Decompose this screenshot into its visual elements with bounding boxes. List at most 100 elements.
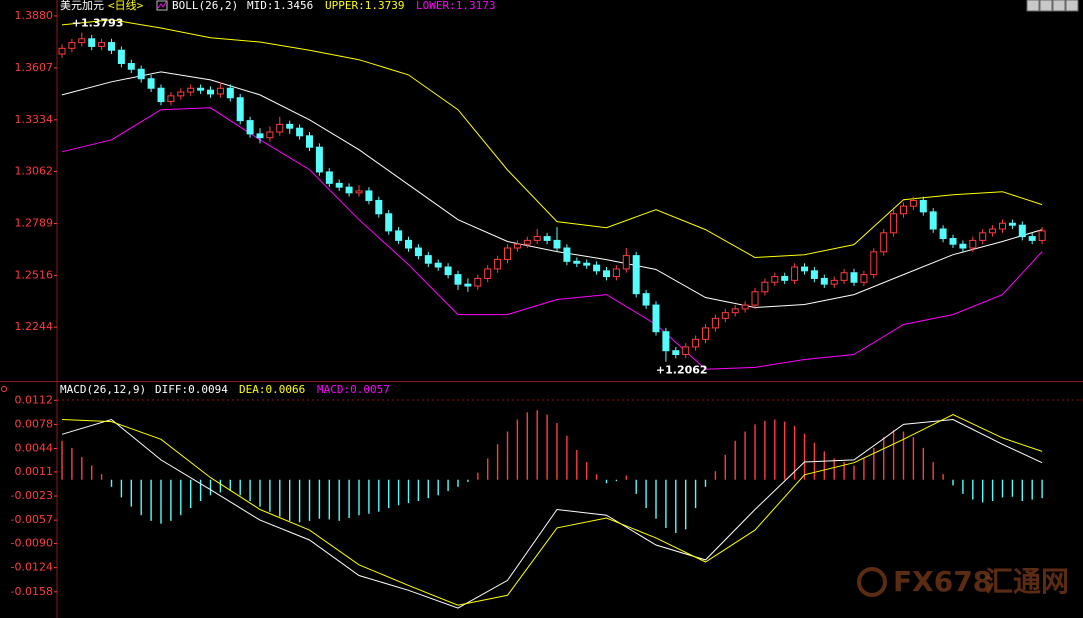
candle-body bbox=[771, 276, 779, 283]
candle-body bbox=[900, 205, 907, 215]
legend-entry: DEA:0.0066 bbox=[239, 383, 305, 396]
candle-body bbox=[266, 131, 274, 139]
candle-body bbox=[1008, 222, 1016, 226]
indicator-title: MACD(26,12,9) bbox=[60, 383, 146, 396]
candle-body bbox=[216, 87, 224, 95]
candle-body bbox=[711, 317, 719, 329]
candle-body bbox=[702, 327, 709, 340]
candle-body bbox=[365, 190, 373, 201]
candle-body bbox=[741, 304, 749, 310]
candle-body bbox=[662, 331, 670, 352]
candle-body bbox=[830, 279, 838, 285]
candle-body bbox=[78, 38, 86, 44]
candle-body bbox=[68, 42, 76, 49]
window-button[interactable] bbox=[1039, 0, 1053, 12]
candle-body bbox=[860, 274, 868, 283]
candle-body bbox=[494, 258, 502, 270]
candle-body bbox=[474, 277, 482, 287]
candle-body bbox=[603, 270, 610, 278]
candle-body bbox=[58, 47, 66, 55]
candle-body bbox=[108, 42, 115, 51]
y-tick-label: 1.3880 bbox=[15, 9, 54, 22]
candle-body bbox=[513, 243, 521, 249]
candle-body bbox=[424, 255, 432, 264]
candle-body bbox=[464, 283, 472, 287]
y-tick-label: -0.0124 bbox=[11, 561, 53, 574]
candle-body bbox=[731, 308, 739, 314]
candle-body bbox=[880, 232, 888, 253]
watermark: FX678 汇通网 bbox=[857, 565, 1069, 598]
y-tick-label: 1.2789 bbox=[15, 216, 54, 229]
candle-body bbox=[484, 268, 492, 279]
candle-body bbox=[919, 199, 927, 213]
candle-body bbox=[395, 230, 403, 241]
candle-body bbox=[949, 237, 957, 245]
candle-body bbox=[454, 274, 462, 285]
candle-body bbox=[88, 38, 96, 47]
candle-body bbox=[405, 239, 412, 249]
candle-body bbox=[1028, 236, 1036, 241]
candle-body bbox=[909, 199, 917, 207]
period: <日线> bbox=[108, 0, 144, 12]
series-line bbox=[61, 413, 1043, 606]
indicator-title: BOLL(26,2) bbox=[172, 0, 238, 12]
legend-entry: UPPER:1.3739 bbox=[325, 0, 404, 12]
candle-body bbox=[989, 228, 997, 234]
candle-body bbox=[345, 186, 353, 194]
y-tick-label: 1.3062 bbox=[15, 165, 54, 178]
candle-body bbox=[296, 127, 304, 137]
candle-body bbox=[642, 293, 650, 306]
y-tick-label: 1.2516 bbox=[15, 268, 54, 281]
window-button[interactable] bbox=[1052, 0, 1066, 12]
series-line bbox=[61, 418, 1043, 609]
y-tick-label: 1.3607 bbox=[15, 61, 54, 74]
candle-body bbox=[622, 255, 630, 270]
y-tick-label: -0.0090 bbox=[11, 537, 53, 550]
candle-body bbox=[801, 266, 808, 272]
candle-body bbox=[177, 91, 185, 97]
watermark-text: 汇通网 bbox=[985, 565, 1069, 598]
candle-body bbox=[375, 199, 383, 215]
candle-body bbox=[286, 123, 294, 129]
candle-body bbox=[682, 346, 690, 356]
candle-body bbox=[533, 236, 541, 241]
candle-body bbox=[890, 213, 898, 234]
candle-body bbox=[137, 68, 145, 80]
window-button[interactable] bbox=[1026, 0, 1040, 12]
instrument: 美元加元 bbox=[60, 0, 104, 12]
candle-body bbox=[573, 260, 581, 264]
y-tick-label: 1.3334 bbox=[15, 113, 54, 126]
indicator-icon bbox=[157, 1, 167, 9]
watermark-logo bbox=[857, 567, 887, 597]
candle-body bbox=[840, 272, 848, 281]
candle-body bbox=[504, 247, 511, 260]
annotation: +1.2062 bbox=[656, 364, 708, 377]
y-tick-label: 0.0011 bbox=[15, 465, 54, 478]
candle-body bbox=[959, 243, 967, 249]
candle-body bbox=[157, 87, 165, 103]
candle-body bbox=[335, 182, 343, 188]
candle-body bbox=[1018, 224, 1026, 238]
candle-body bbox=[969, 239, 977, 249]
y-tick-label: 0.0078 bbox=[15, 417, 54, 430]
candle-body bbox=[543, 236, 551, 241]
candle-body bbox=[583, 262, 591, 266]
candle-body bbox=[751, 291, 759, 306]
candle-body bbox=[850, 272, 858, 283]
legend-entry: LOWER:1.3173 bbox=[416, 0, 495, 12]
candle-body bbox=[306, 135, 313, 148]
candle-body bbox=[414, 247, 422, 257]
candle-body bbox=[207, 89, 214, 95]
window-buttons bbox=[1026, 0, 1079, 12]
y-tick-label: -0.0023 bbox=[11, 489, 53, 502]
candle-body bbox=[593, 264, 601, 272]
candle-body bbox=[761, 281, 769, 293]
candle-body bbox=[781, 276, 789, 281]
window-button[interactable] bbox=[1065, 0, 1079, 12]
candle-body bbox=[236, 97, 244, 122]
series-line bbox=[61, 107, 1043, 370]
legend-entry: MID:1.3456 bbox=[247, 0, 313, 12]
candle-body bbox=[325, 171, 333, 184]
candle-body bbox=[434, 262, 442, 268]
